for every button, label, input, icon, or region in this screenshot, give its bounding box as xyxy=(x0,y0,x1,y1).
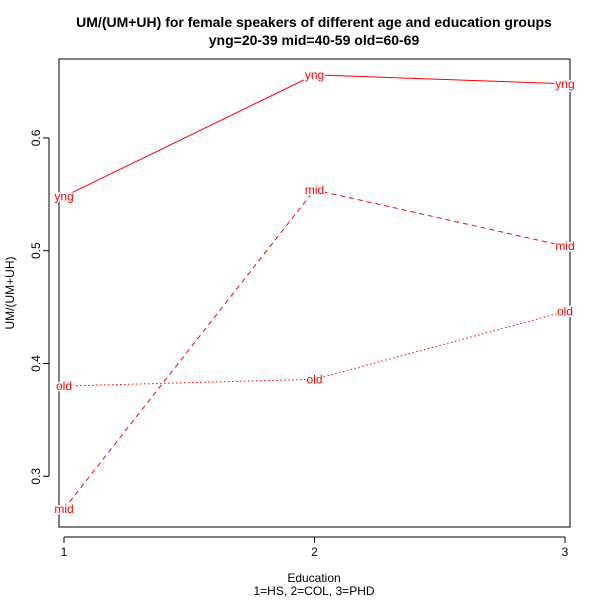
x-axis-label: Education xyxy=(287,571,340,585)
y-axis: 0.3 0.4 0.5 0.6 xyxy=(29,129,50,485)
plot-box xyxy=(58,58,571,528)
y-axis-label: UM/(UM+UH) xyxy=(3,257,17,330)
point-label-mid: mid xyxy=(555,239,574,253)
point-label-old: old xyxy=(56,379,72,393)
y-tick-label: 0.3 xyxy=(29,468,43,485)
point-label-yng: yng xyxy=(305,68,324,82)
x-tick-label: 1 xyxy=(61,545,68,559)
y-tick-label: 0.4 xyxy=(29,355,43,372)
series-line-yng xyxy=(63,74,566,198)
x-tick-label: 2 xyxy=(311,545,318,559)
point-label-old: old xyxy=(557,305,573,319)
series-layer: yng yng yng mid mid mid old old old xyxy=(53,66,576,517)
chart-title: UM/(UM+UH) for female speakers of differ… xyxy=(76,14,552,30)
y-tick-label: 0.6 xyxy=(29,129,43,146)
series-line-mid xyxy=(63,189,566,510)
point-label-mid: mid xyxy=(305,183,324,197)
x-tick-label: 3 xyxy=(562,545,569,559)
point-label-old: old xyxy=(306,372,322,386)
x-axis: 1 2 3 xyxy=(61,536,569,559)
chart-subtitle: yng=20-39 mid=40-59 old=60-69 xyxy=(209,32,420,48)
x-axis-note: 1=HS, 2=COL, 3=PHD xyxy=(253,584,374,598)
y-tick-label: 0.5 xyxy=(29,242,43,259)
point-label-mid: mid xyxy=(54,502,73,516)
point-label-yng: yng xyxy=(555,77,574,91)
point-label-yng: yng xyxy=(54,190,73,204)
